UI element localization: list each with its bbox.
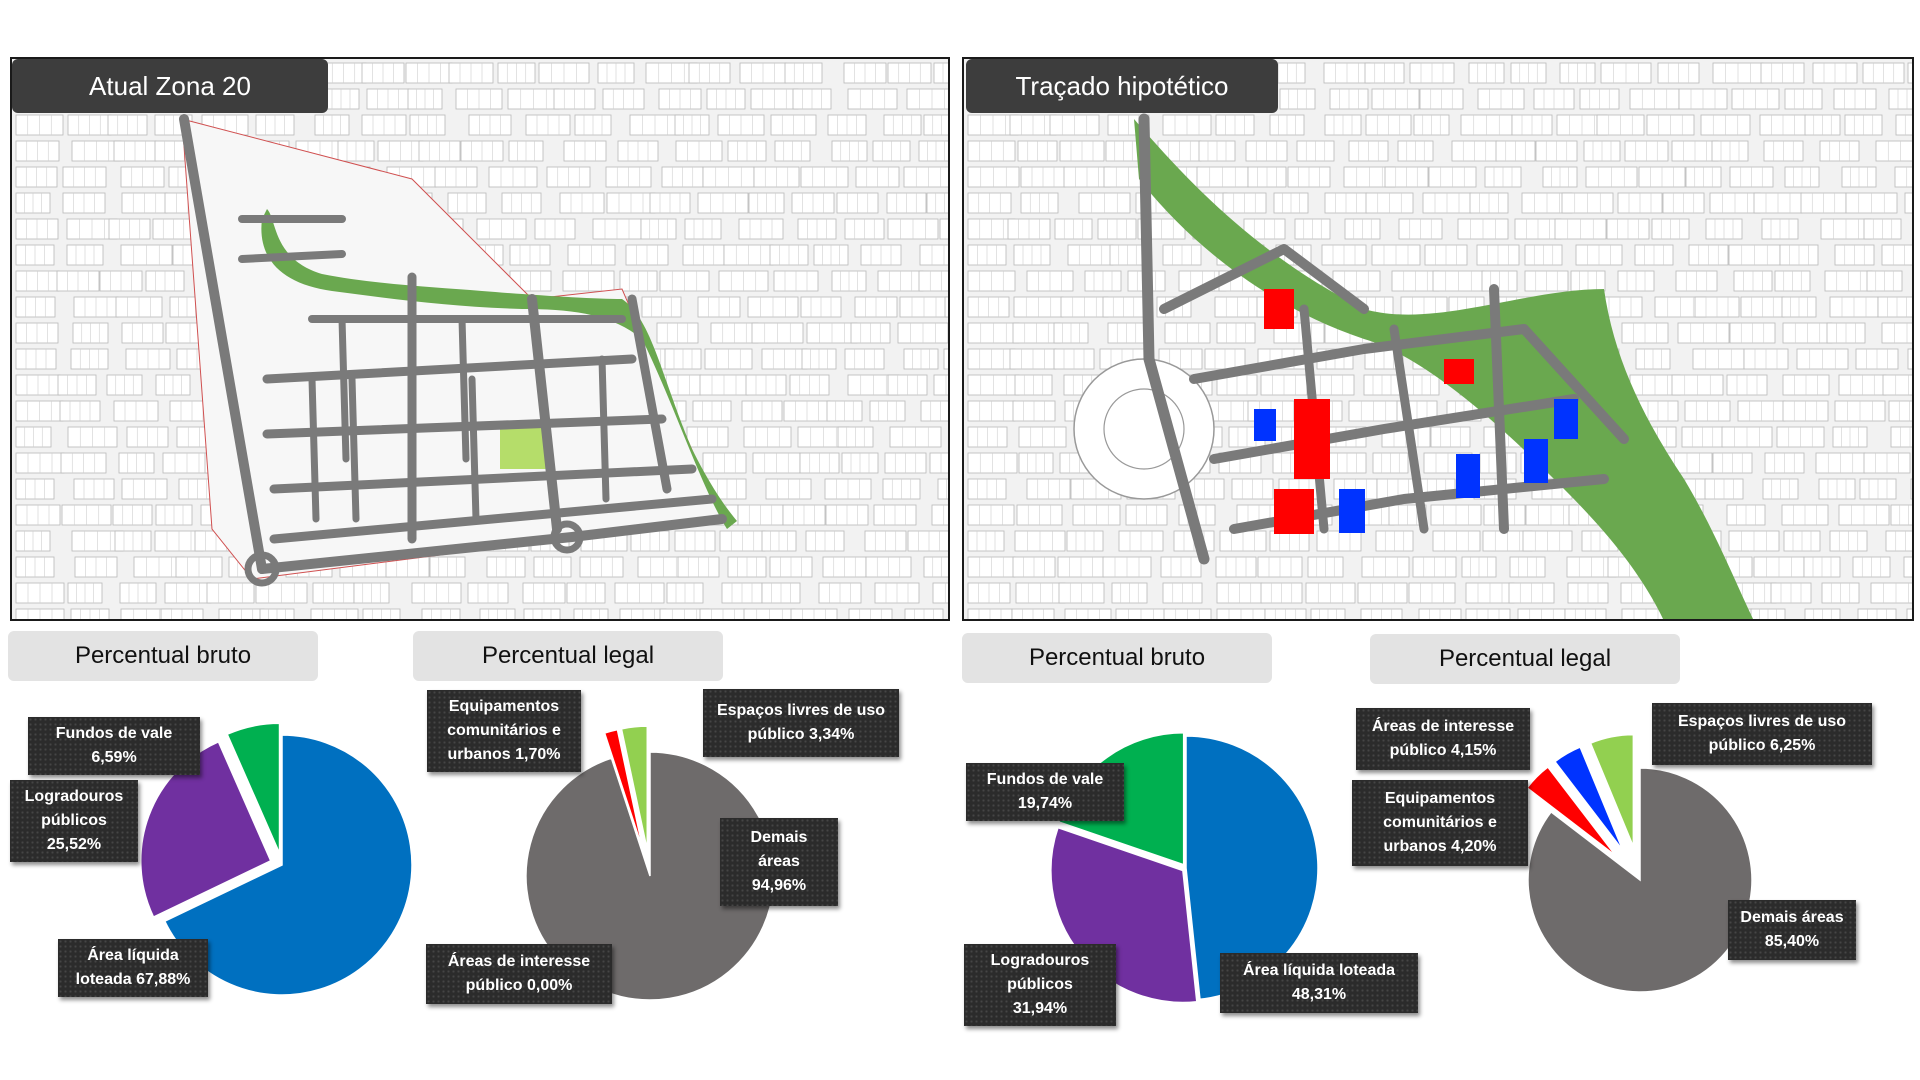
pie2-label-equipamentos: Equipamentos comunitários e urbanos 1,70% (427, 690, 581, 772)
street-network (179, 114, 727, 574)
equipment-block (1444, 359, 1474, 384)
pie1-label-area-liquida: Área líquida loteada 67,88% (58, 939, 208, 997)
green-corridor (261, 209, 737, 529)
pie3-label-area-liquida: Área líquida loteada 48,31% (1220, 953, 1418, 1013)
public-interest-block (1339, 489, 1365, 533)
pie1-header: Percentual bruto (8, 631, 318, 681)
pie4-slice-demais (1527, 767, 1753, 993)
pie1-label-logradouros: Logradouros públicos 25,52% (10, 780, 138, 862)
pie2-slice-espacos (620, 725, 649, 851)
map-current-zone-20 (10, 57, 950, 621)
equipment-block (1294, 399, 1330, 479)
pie4-label-espacos-livres: Espaços livres de uso público 6,25% (1652, 703, 1872, 765)
public-interest-block (1524, 439, 1548, 483)
pie4-header: Percentual legal (1370, 634, 1680, 684)
map-hypothetical-layout-drawing (967, 62, 1912, 619)
pie4-slice-espacos (1589, 733, 1635, 847)
map-right-title: Traçado hipotético (966, 59, 1278, 113)
pie3-label-fundos-de-vale: Fundos de vale 19,74% (966, 763, 1124, 821)
pie2-label-espacos-livres: Espaços livres de uso público 3,34% (703, 689, 899, 757)
public-interest-block (1554, 399, 1578, 439)
public-interest-block (1254, 409, 1276, 441)
pie4-label-areas-interesse: Áreas de interesse público 4,15% (1356, 708, 1530, 770)
pie2-header: Percentual legal (413, 631, 723, 681)
pie2-label-areas-interesse: Áreas de interesse público 0,00% (426, 944, 612, 1004)
pie2-slice-equipamentos (603, 728, 644, 852)
map-hypothetical-layout (962, 57, 1914, 621)
pie3-label-logradouros: Logradouros públicos 31,94% (964, 944, 1116, 1026)
map-current-zone-20-drawing (15, 62, 948, 619)
equipment-block (1264, 289, 1294, 329)
pie4-slice-interesse (1553, 746, 1624, 852)
pie1-label-fundos-de-vale: Fundos de vale 6,59% (28, 717, 200, 775)
pie4-label-equipamentos: Equipamentos comunitários e urbanos 4,20% (1352, 780, 1528, 866)
pie1-slice-fundos (226, 722, 281, 854)
public-interest-block (1456, 454, 1480, 498)
pie4-slice-equipamentos (1525, 765, 1617, 857)
map-left-title: Atual Zona 20 (12, 59, 328, 113)
pie3-header: Percentual bruto (962, 633, 1272, 683)
equipment-block (1274, 489, 1314, 534)
green-valley (1134, 119, 1754, 619)
pie4-label-demais-areas: Demais áreas 85,40% (1728, 900, 1856, 960)
pie2-label-demais-areas: Demais áreas 94,96% (720, 818, 838, 906)
